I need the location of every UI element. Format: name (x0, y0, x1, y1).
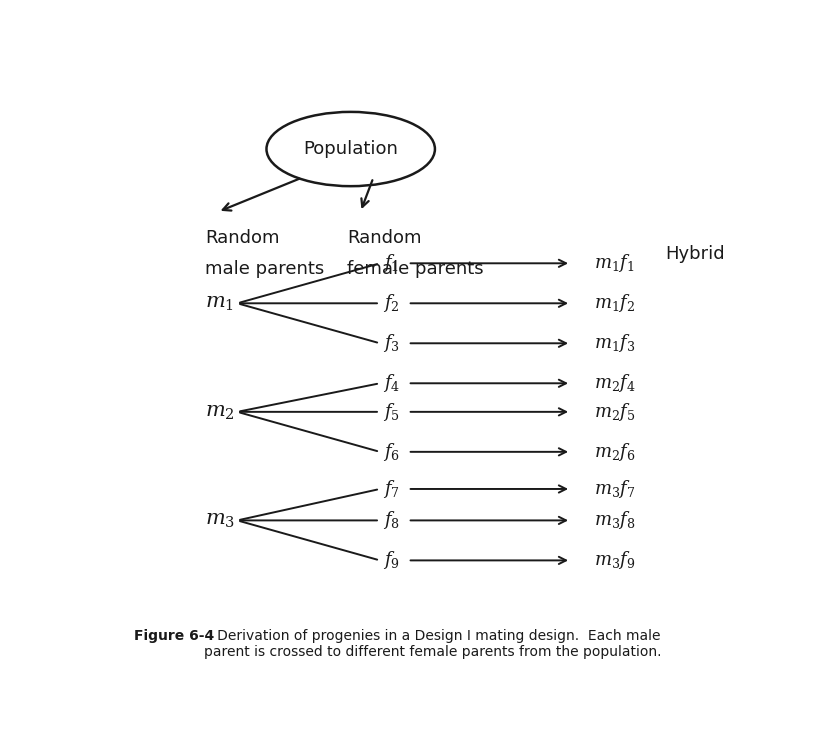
Text: $m_{2}f_{6}$: $m_{2}f_{6}$ (594, 441, 635, 463)
Text: $m_{1}f_{2}$: $m_{1}f_{2}$ (594, 292, 635, 315)
Text: $m_{1}f_{3}$: $m_{1}f_{3}$ (594, 332, 635, 354)
Text: $f_{2}$: $f_{2}$ (383, 292, 400, 315)
Text: $f_{8}$: $f_{8}$ (383, 510, 400, 531)
Text: $m_{3}f_{9}$: $m_{3}f_{9}$ (594, 549, 635, 571)
Text: $m_{2}f_{5}$: $m_{2}f_{5}$ (594, 401, 635, 423)
Text: Random: Random (205, 229, 279, 247)
Text: $m_{3}f_{8}$: $m_{3}f_{8}$ (594, 510, 635, 531)
Text: $f_{1}$: $f_{1}$ (383, 252, 399, 275)
Text: $m_{2}$: $m_{2}$ (205, 402, 235, 422)
Text: $f_{3}$: $f_{3}$ (383, 332, 400, 354)
Text: Population: Population (303, 140, 398, 158)
Text: $f_{9}$: $f_{9}$ (383, 549, 400, 571)
Text: Figure 6-4: Figure 6-4 (134, 629, 214, 643)
Text: Random: Random (348, 229, 422, 247)
Text: $m_{1}$: $m_{1}$ (205, 293, 234, 313)
Text: female parents: female parents (348, 260, 484, 278)
Text: Derivation of progenies in a Design I mating design.  Each male
parent is crosse: Derivation of progenies in a Design I ma… (204, 629, 661, 659)
Text: $m_{1}f_{1}$: $m_{1}f_{1}$ (594, 252, 635, 275)
Text: Hybrid: Hybrid (665, 245, 725, 263)
Text: $f_{7}$: $f_{7}$ (383, 478, 400, 500)
Text: $f_{4}$: $f_{4}$ (383, 372, 400, 394)
Text: male parents: male parents (205, 260, 324, 278)
Text: $m_{3}$: $m_{3}$ (205, 510, 235, 531)
Text: $f_{6}$: $f_{6}$ (383, 441, 400, 463)
Text: $m_{3}f_{7}$: $m_{3}f_{7}$ (594, 478, 635, 500)
Text: $f_{5}$: $f_{5}$ (383, 401, 400, 423)
Text: $m_{2}f_{4}$: $m_{2}f_{4}$ (594, 372, 635, 394)
